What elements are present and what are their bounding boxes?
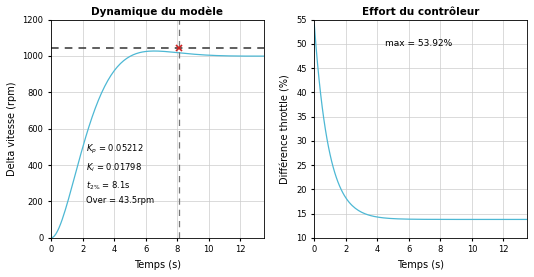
Text: $K_p$ = 0.05212
$K_i$ = 0.01798
$t_{2\%}$ = 8.1s
Over = 43.5rpm: $K_p$ = 0.05212 $K_i$ = 0.01798 $t_{2\%}… bbox=[86, 143, 154, 205]
Title: Effort du contrôleur: Effort du contrôleur bbox=[362, 7, 480, 17]
Y-axis label: Différence throttle (%): Différence throttle (%) bbox=[280, 74, 290, 184]
Text: max = 53.92%: max = 53.92% bbox=[385, 39, 452, 48]
Title: Dynamique du modèle: Dynamique du modèle bbox=[91, 7, 224, 17]
X-axis label: Temps (s): Temps (s) bbox=[397, 260, 444, 270]
Y-axis label: Delta vitesse (rpm): Delta vitesse (rpm) bbox=[7, 81, 17, 176]
X-axis label: Temps (s): Temps (s) bbox=[134, 260, 181, 270]
